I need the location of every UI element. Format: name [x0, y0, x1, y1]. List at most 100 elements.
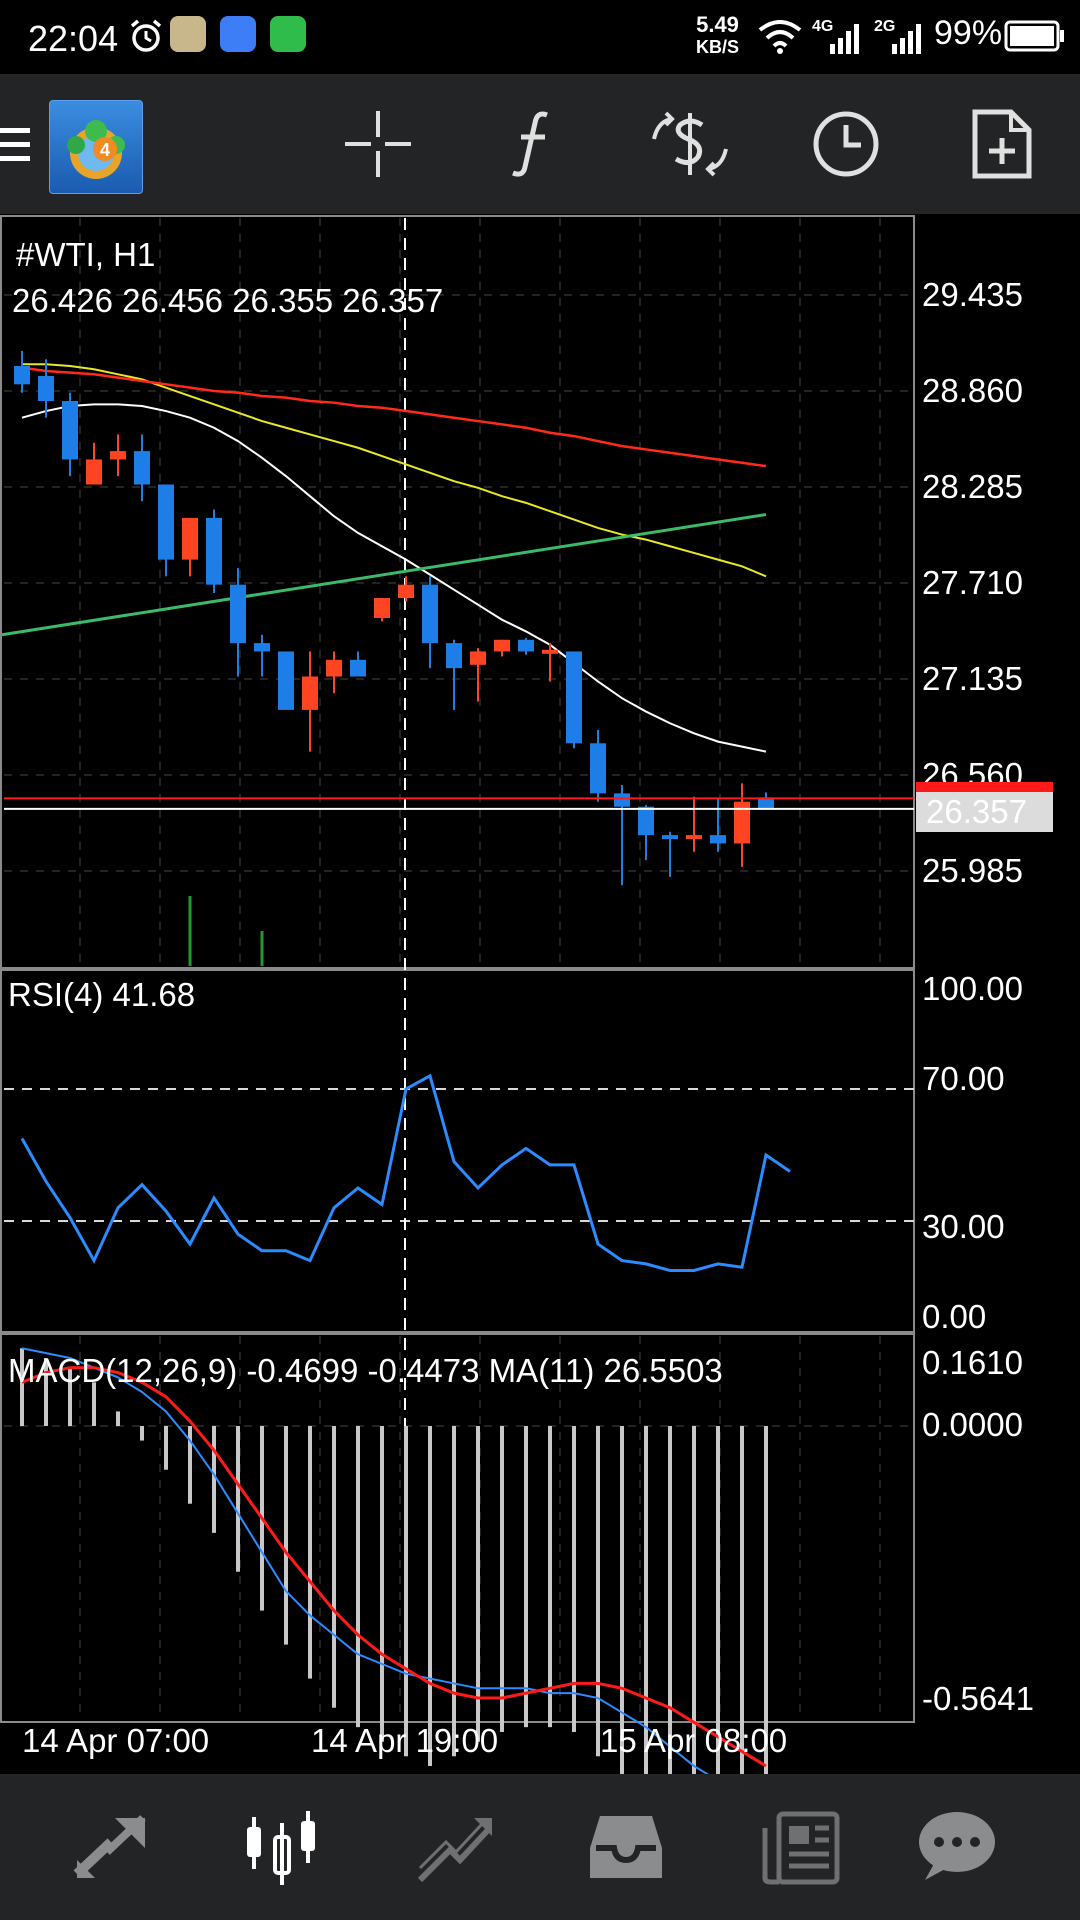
battery-icon [1004, 20, 1064, 52]
battery-level: 99% [934, 14, 1003, 52]
macd-histogram-bar [332, 1426, 336, 1708]
candle-body [158, 484, 174, 560]
rsi-tick: 30.00 [922, 1208, 1005, 1245]
nav-trade[interactable] [381, 1774, 531, 1920]
nav-chat[interactable] [882, 1774, 1032, 1920]
candle-body [374, 598, 390, 619]
macd-histogram-bar [308, 1426, 312, 1679]
price-tick: 29.435 [922, 276, 1023, 313]
macd-histogram-bar [356, 1426, 360, 1728]
nav-news[interactable] [726, 1774, 876, 1920]
candle-body [278, 651, 294, 710]
crosshair-button[interactable] [323, 74, 433, 214]
candle-body [182, 517, 198, 560]
macd-histogram-bar [692, 1426, 696, 1774]
macd-histogram-bar [404, 1426, 408, 1757]
time-axis-label: 14 Apr 07:00 [22, 1722, 210, 1759]
message-app-icon [270, 16, 306, 52]
nav-chart[interactable] [206, 1774, 356, 1920]
candle-body [206, 517, 222, 585]
quotes-icon [73, 1815, 146, 1878]
macd-histogram-bar [524, 1426, 528, 1728]
inbox-icon [590, 1816, 662, 1878]
macd-label: MACD(12,26,9) -0.4699 -0.4473 MA(11) 26.… [8, 1352, 723, 1389]
macd-tick: -0.5641 [922, 1680, 1034, 1717]
alarm-icon [130, 19, 162, 52]
macd-histogram-bar [764, 1426, 768, 1774]
chart-canvas[interactable] [0, 214, 1080, 1774]
rsi-tick: 0.00 [922, 1298, 987, 1335]
bottom-navigation [0, 1774, 1080, 1920]
candle-body [470, 651, 486, 665]
status-bar: 22:04 5.49 KB/S 4G 2G 99% [0, 0, 1080, 74]
candle-body [710, 835, 726, 844]
macd-histogram-bar [236, 1426, 240, 1572]
macd-tick: 0.1610 [922, 1344, 1023, 1381]
candle-body [446, 643, 462, 669]
macd-histogram-bar [716, 1426, 720, 1774]
candle-body [110, 451, 126, 460]
macd-histogram-bar [380, 1426, 384, 1742]
clock-icon [813, 111, 879, 177]
trade-icon [652, 111, 728, 177]
macd-panel-frame [0, 1333, 915, 1723]
candle-body [686, 835, 702, 840]
toolbar: 4 [0, 74, 1080, 214]
rsi-tick: 100.00 [922, 970, 1023, 1007]
candlestick-chart-icon [247, 1811, 315, 1885]
macd-histogram-bar [92, 1382, 96, 1426]
main-panel-frame [0, 215, 915, 969]
current-price-label: 26.357 [916, 792, 1053, 832]
macd-histogram-bar [212, 1426, 216, 1533]
menu-button[interactable] [0, 74, 40, 214]
chat-icon [919, 1812, 995, 1880]
timeframe-button[interactable] [791, 74, 901, 214]
rsi-label: RSI(4) 41.68 [8, 976, 196, 1013]
rsi-tick: 70.00 [922, 1060, 1005, 1097]
candle-body [614, 793, 630, 807]
new-order-icon [972, 109, 1032, 179]
rsi-line [20, 1073, 791, 1272]
candle-body [134, 451, 150, 485]
macd-histogram-bar [620, 1426, 624, 1774]
indicators-button[interactable] [478, 74, 588, 214]
trend-line [1, 513, 767, 637]
candle-body [566, 651, 582, 744]
time-axis-label: 15 Apr 08:00 [600, 1722, 788, 1759]
network-type-1: 4G [812, 18, 834, 35]
macd-histogram-bar [500, 1426, 504, 1733]
macd-histogram-bar [44, 1357, 48, 1426]
candle-body [254, 643, 270, 652]
candle-body [542, 649, 558, 654]
candle-body [758, 797, 774, 809]
trade-button[interactable] [635, 74, 745, 214]
candle-body [14, 365, 30, 385]
rsi-panel-frame [0, 969, 915, 1333]
candle-body [302, 676, 318, 710]
hamburger-icon [0, 128, 30, 161]
new-order-button[interactable] [947, 74, 1057, 214]
macd-histogram-bar [740, 1426, 744, 1774]
app-logo[interactable]: 4 [49, 100, 143, 194]
moving-average-red [21, 366, 767, 468]
macd-histogram-bar [428, 1426, 432, 1767]
macd-histogram-bar [20, 1348, 24, 1426]
nav-quotes[interactable] [36, 1774, 186, 1920]
candle-body [398, 584, 414, 599]
candle-body [590, 743, 606, 794]
volume-bar [188, 896, 192, 966]
price-tick: 28.860 [922, 372, 1023, 409]
svg-text:4: 4 [100, 140, 110, 160]
macd-histogram-bar [188, 1426, 192, 1504]
macd-histogram-bar [596, 1426, 600, 1757]
macd-histogram-bar [548, 1426, 552, 1728]
nav-history[interactable] [551, 1774, 701, 1920]
candle-body [662, 835, 678, 840]
macd-histogram-bar [452, 1426, 456, 1757]
chart-area[interactable]: #WTI, H1 26.426 26.456 26.355 26.357 29.… [0, 214, 1080, 1774]
trend-up-icon [417, 1818, 492, 1883]
candle-body [326, 659, 342, 677]
macd-histogram-bar [644, 1426, 648, 1774]
mt4-notification-icon [170, 16, 206, 52]
macd-histogram-bar [164, 1426, 168, 1470]
